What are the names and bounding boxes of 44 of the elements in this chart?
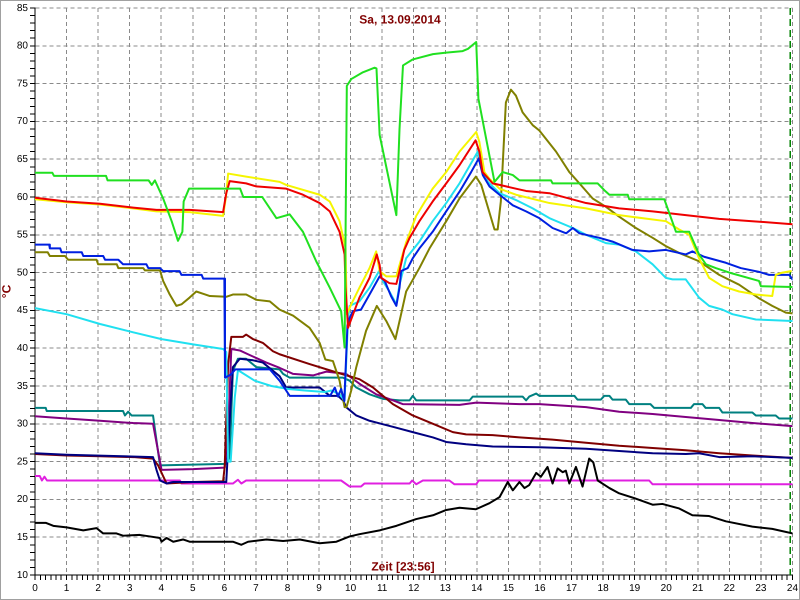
y-tick-label: 85 bbox=[16, 2, 28, 14]
y-tick-label: 20 bbox=[16, 494, 28, 506]
x-tick-label: 15 bbox=[502, 582, 514, 594]
chart-title: Sa, 13.09.2014 bbox=[359, 12, 442, 26]
y-tick-label: 35 bbox=[16, 380, 28, 392]
x-tick-label: 6 bbox=[222, 582, 228, 594]
x-axis-title: Zeit [23:56] bbox=[371, 559, 435, 574]
y-tick-label: 60 bbox=[16, 192, 28, 203]
x-tick-label: 14 bbox=[471, 582, 483, 594]
x-tick-label: 20 bbox=[660, 582, 672, 594]
x-tick-label: 18 bbox=[598, 582, 610, 594]
x-tick-label: 10 bbox=[345, 582, 357, 594]
x-tick-label: 13 bbox=[440, 582, 452, 594]
x-tick-label: 24 bbox=[786, 582, 798, 594]
x-tick-label: 23 bbox=[755, 582, 767, 594]
y-tick-label: 80 bbox=[16, 40, 28, 52]
y-tick-label: 70 bbox=[16, 116, 28, 128]
y-tick-label: 55 bbox=[16, 230, 28, 241]
x-tick-label: 17 bbox=[566, 582, 578, 594]
x-tick-label: 5 bbox=[190, 582, 196, 594]
x-tick-label: 3 bbox=[126, 582, 133, 594]
x-tick-label: 1 bbox=[64, 582, 70, 594]
x-tick-label: 2 bbox=[95, 582, 102, 594]
x-tick-label: 11 bbox=[376, 582, 388, 594]
y-axis-title: °C bbox=[0, 284, 14, 298]
x-tick-label: 21 bbox=[692, 582, 704, 594]
y-tick-label: 65 bbox=[16, 154, 28, 165]
x-tick-label: 4 bbox=[158, 582, 164, 594]
y-tick-label: 50 bbox=[16, 267, 28, 278]
x-tick-label: 12 bbox=[408, 582, 420, 594]
y-tick-label: 30 bbox=[16, 418, 28, 430]
y-tick-label: 15 bbox=[16, 532, 28, 543]
x-tick-label: 9 bbox=[316, 582, 322, 594]
x-tick-label: 19 bbox=[629, 582, 641, 594]
x-tick-label: 16 bbox=[534, 582, 546, 594]
x-tick-label: 22 bbox=[724, 582, 736, 594]
x-tick-label: 0 bbox=[32, 582, 38, 594]
y-tick-label: 25 bbox=[16, 456, 28, 468]
y-tick-label: 45 bbox=[16, 305, 28, 316]
y-tick-label: 75 bbox=[16, 78, 28, 90]
x-tick-label: 7 bbox=[253, 582, 260, 594]
y-tick-label: 10 bbox=[16, 570, 28, 581]
y-tick-label: 40 bbox=[16, 342, 28, 354]
x-tick-label: 8 bbox=[284, 582, 291, 594]
